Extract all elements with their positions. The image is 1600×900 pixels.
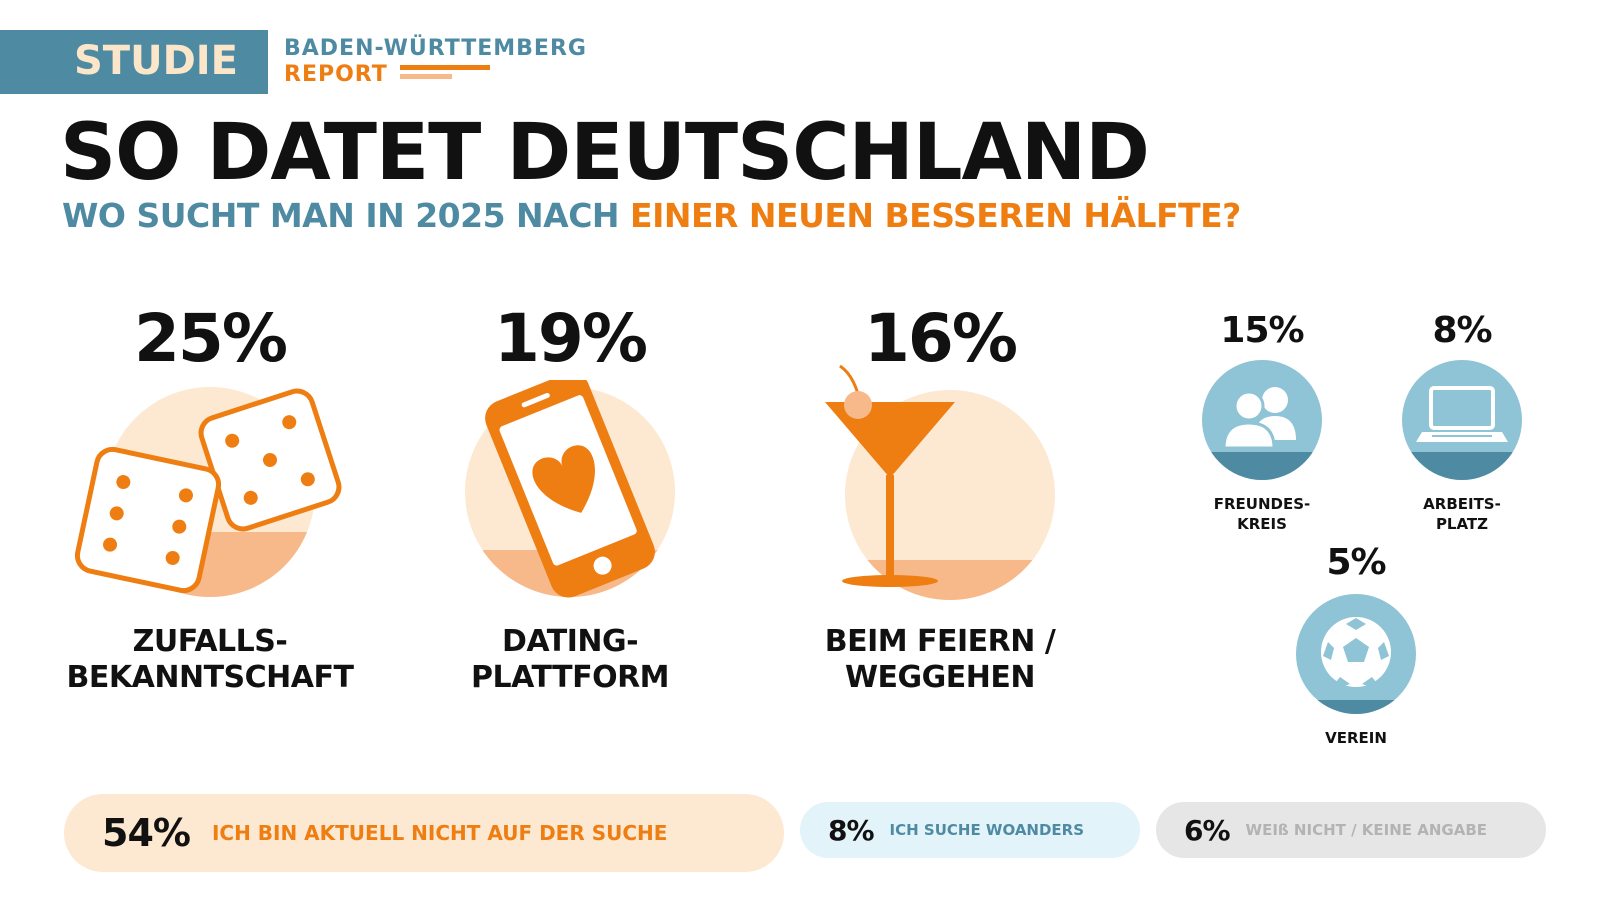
category-5-percent: 8% — [1432, 310, 1492, 351]
category-3-label-line2: WEGGEHEN — [844, 660, 1036, 695]
search-elsewhere-percent: 8% — [828, 813, 875, 847]
subtitle-part1: WO SUCHT MAN IN 2025 NACH — [62, 196, 620, 235]
subtitle-part2: EINER NEUEN BESSEREN HÄLFTE? — [630, 196, 1241, 235]
smartphone-heart-icon — [465, 380, 675, 598]
category-5-label: ARBEITS- PLATZ — [1382, 494, 1542, 534]
category-2-label-line1: DATING- — [501, 624, 639, 659]
category-2-label: DATING- PLATTFORM — [400, 624, 740, 696]
category-4-label-line1: FREUNDES- — [1213, 495, 1311, 513]
no-answer-pill: 6% WEIß NICHT / KEINE ANGABE — [1156, 802, 1546, 858]
search-elsewhere-label: ICH SUCHE WOANDERS — [889, 821, 1085, 839]
people-icon — [1202, 360, 1322, 480]
studie-badge: STUDIE — [0, 30, 268, 94]
report-underline-2 — [400, 74, 452, 79]
report-underline-1 — [400, 65, 490, 70]
category-3-label-line1: BEIM FEIERN / — [824, 624, 1056, 659]
not-searching-percent: 54% — [102, 811, 191, 855]
category-4-label-line2: KREIS — [1237, 515, 1287, 533]
category-4-label: FREUNDES- KREIS — [1182, 494, 1342, 534]
category-2-label-line2: PLATTFORM — [470, 660, 670, 695]
cocktail-icon — [825, 364, 1055, 600]
category-5-label-line2: PLATZ — [1435, 515, 1489, 533]
category-3-label: BEIM FEIERN / WEGGEHEN — [770, 624, 1110, 696]
dice-icon — [74, 387, 342, 597]
category-4-percent: 15% — [1220, 310, 1304, 351]
no-answer-label: WEIß NICHT / KEINE ANGABE — [1245, 821, 1488, 839]
category-1-percent: 25% — [134, 300, 288, 377]
category-1-label-line1: ZUFALLS- — [132, 624, 288, 659]
not-searching-label: ICH BIN AKTUELL NICHT AUF DER SUCHE — [211, 821, 668, 845]
report-title-line1: BADEN-WÜRTTEMBERG — [284, 36, 587, 61]
badge-label: STUDIE — [74, 38, 238, 84]
report-title-line2: REPORT — [284, 62, 388, 87]
category-1-label: ZUFALLS- BEKANNTSCHAFT — [40, 624, 380, 696]
search-elsewhere-pill: 8% ICH SUCHE WOANDERS — [800, 802, 1140, 858]
laptop-icon — [1402, 360, 1522, 480]
category-6-label: VEREIN — [1325, 729, 1387, 747]
category-1-label-line2: BEKANNTSCHAFT — [66, 660, 354, 695]
football-icon — [1296, 594, 1416, 714]
category-5-label-line1: ARBEITS- — [1423, 495, 1501, 513]
category-3-percent: 16% — [864, 300, 1018, 377]
page-title: SO DATET DEUTSCHLAND — [60, 108, 1150, 198]
category-6-percent: 5% — [1326, 542, 1386, 583]
category-2-percent: 19% — [494, 300, 648, 377]
no-answer-percent: 6% — [1184, 813, 1231, 847]
not-searching-pill: 54% ICH BIN AKTUELL NICHT AUF DER SUCHE — [64, 794, 784, 872]
page-subtitle: WO SUCHT MAN IN 2025 NACH EINER NEUEN BE… — [62, 196, 1241, 235]
